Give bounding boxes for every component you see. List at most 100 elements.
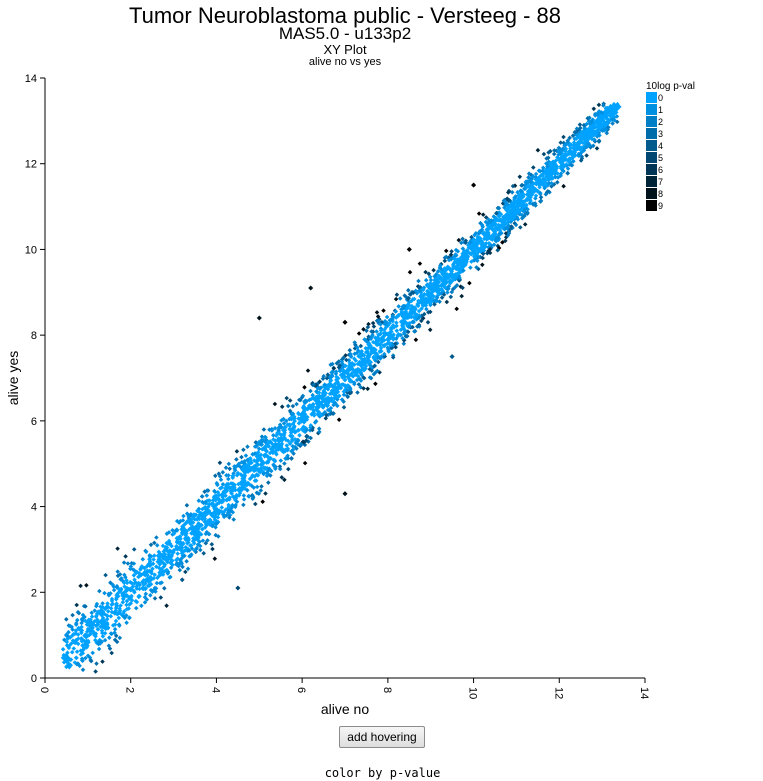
scatter-point [405, 311, 410, 317]
scatter-point [240, 476, 245, 481]
scatter-point [333, 401, 338, 406]
scatter-point [264, 437, 269, 443]
scatter-point [126, 606, 131, 611]
x-tick-label: 6 [295, 687, 307, 693]
scatter-point [344, 357, 349, 363]
scatter-point [439, 295, 445, 300]
scatter-point [422, 300, 428, 306]
scatter-point [423, 269, 428, 275]
scatter-point [486, 220, 491, 226]
scatter-point [259, 484, 264, 489]
scatter-point [302, 385, 307, 390]
scatter-point [310, 427, 315, 433]
scatter-point [223, 465, 229, 470]
scatter-point [390, 355, 396, 360]
scatter-point [304, 433, 310, 439]
scatter-point [340, 375, 345, 380]
scatter-point [270, 446, 275, 451]
scatter-point [428, 277, 434, 283]
scatter-point [358, 343, 364, 349]
scatter-point [431, 288, 437, 293]
x-axis-label: alive no [321, 701, 369, 717]
scatter-point [328, 405, 334, 411]
scatter-point [507, 208, 513, 214]
scatter-point [428, 280, 433, 286]
scatter-point [283, 437, 289, 443]
scatter-point [294, 401, 299, 407]
scatter-point [304, 399, 309, 404]
scatter-point [196, 498, 202, 503]
scatter-point [443, 273, 449, 278]
scatter-point [325, 372, 331, 377]
scatter-point [329, 391, 334, 396]
x-tick-label: 10 [467, 687, 479, 699]
scatter-point [506, 190, 511, 195]
scatter-point [472, 257, 477, 263]
scatter-point [384, 314, 390, 320]
scatter-point [183, 569, 188, 575]
scatter-point [271, 433, 276, 438]
scatter-point [245, 467, 251, 473]
scatter-point [535, 147, 541, 153]
scatter-point [311, 413, 317, 418]
scatter-point [455, 257, 460, 262]
scatter-point [463, 238, 469, 244]
scatter-point [474, 251, 480, 257]
scatter-point [285, 403, 291, 409]
scatter-point [456, 237, 462, 243]
scatter-point [220, 470, 226, 475]
scatter-point [252, 444, 258, 449]
scatter-point [429, 293, 434, 299]
scatter-point [382, 351, 387, 357]
scatter-point [428, 301, 433, 306]
scatter-point [416, 278, 421, 284]
add-hovering-button[interactable]: add hovering [339, 726, 425, 748]
scatter-point [254, 490, 260, 496]
scatter-point [256, 446, 262, 452]
scatter-point [290, 403, 296, 409]
scatter-point [476, 211, 482, 216]
scatter-point [318, 385, 324, 390]
scatter-point [435, 269, 441, 274]
scatter-point [80, 667, 86, 673]
scatter-point [445, 275, 451, 281]
scatter-point [234, 499, 240, 504]
scatter-point [90, 650, 95, 656]
scatter-point [103, 572, 108, 578]
scatter-point [143, 591, 149, 597]
scatter-point [328, 378, 334, 383]
scatter-point [213, 473, 218, 479]
chart-subtitle: MAS5.0 - u133p2 [278, 24, 412, 43]
scatter-point [439, 282, 444, 288]
scatter-point [374, 342, 380, 348]
scatter-point [325, 383, 331, 388]
scatter-point [357, 376, 363, 382]
scatter-point [315, 386, 321, 391]
scatter-point [406, 324, 412, 330]
scatter-point [318, 400, 323, 406]
scatter-point [476, 254, 481, 260]
scatter-point [318, 412, 324, 418]
axes-layer: 0 2 4 6 8 10 12 14 0 2 4 6 8 10 12 14 alive no alive yes [5, 73, 650, 717]
scatter-point [336, 381, 341, 386]
scatter-point [252, 478, 258, 483]
scatter-point [458, 265, 463, 271]
scatter-point [202, 500, 208, 505]
scatter-point [283, 456, 288, 461]
scatter-point [316, 390, 322, 395]
scatter-point [406, 302, 411, 307]
scatter-point [300, 393, 306, 399]
scatter-point [366, 342, 371, 347]
scatter-point [226, 461, 232, 467]
scatter-point [287, 408, 293, 414]
scatter-point [377, 342, 382, 347]
scatter-point [441, 267, 447, 272]
scatter-point [561, 183, 566, 189]
y-tick-label: 0 [31, 673, 37, 685]
scatter-point [558, 140, 563, 145]
scatter-point [282, 461, 287, 466]
scatter-point [439, 287, 444, 292]
scatter-point [84, 583, 89, 588]
scatter-point [315, 398, 321, 403]
scatter-point [278, 444, 284, 449]
